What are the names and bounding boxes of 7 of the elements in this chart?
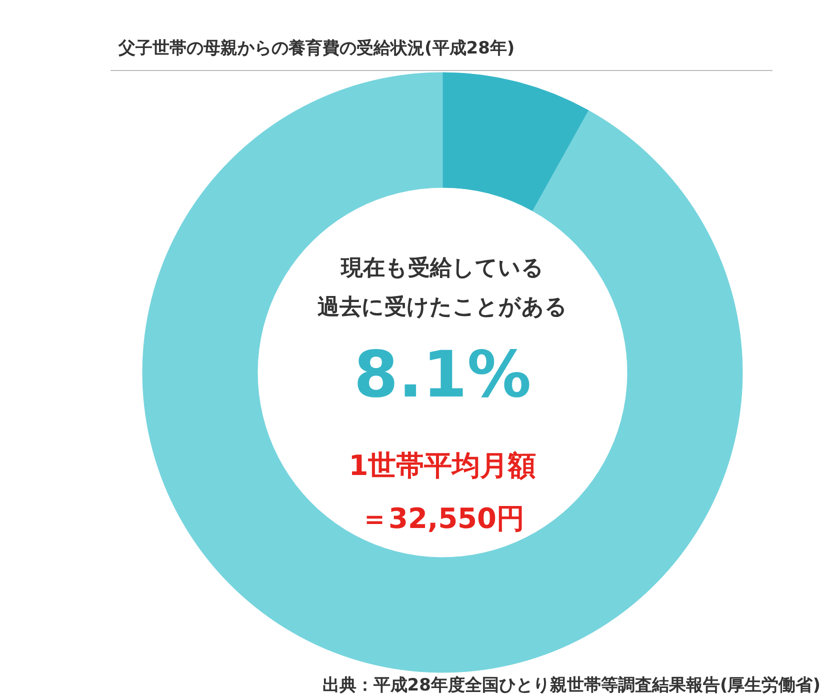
text: 現在も受給している (340, 256, 544, 281)
text: 8.1% (354, 338, 532, 412)
text: 過去に受けたことがある (318, 295, 568, 320)
chart-title: 父子世帯の母親からの養育費の受給状況(平成28年) (118, 38, 515, 58)
source-note: 出典：平成28年度全国ひとり親世帯等調査結果報告(厚生労働省) (322, 676, 821, 696)
text: ＝32,550円 (360, 502, 525, 535)
text: 1世帯平均月額 (348, 449, 536, 482)
